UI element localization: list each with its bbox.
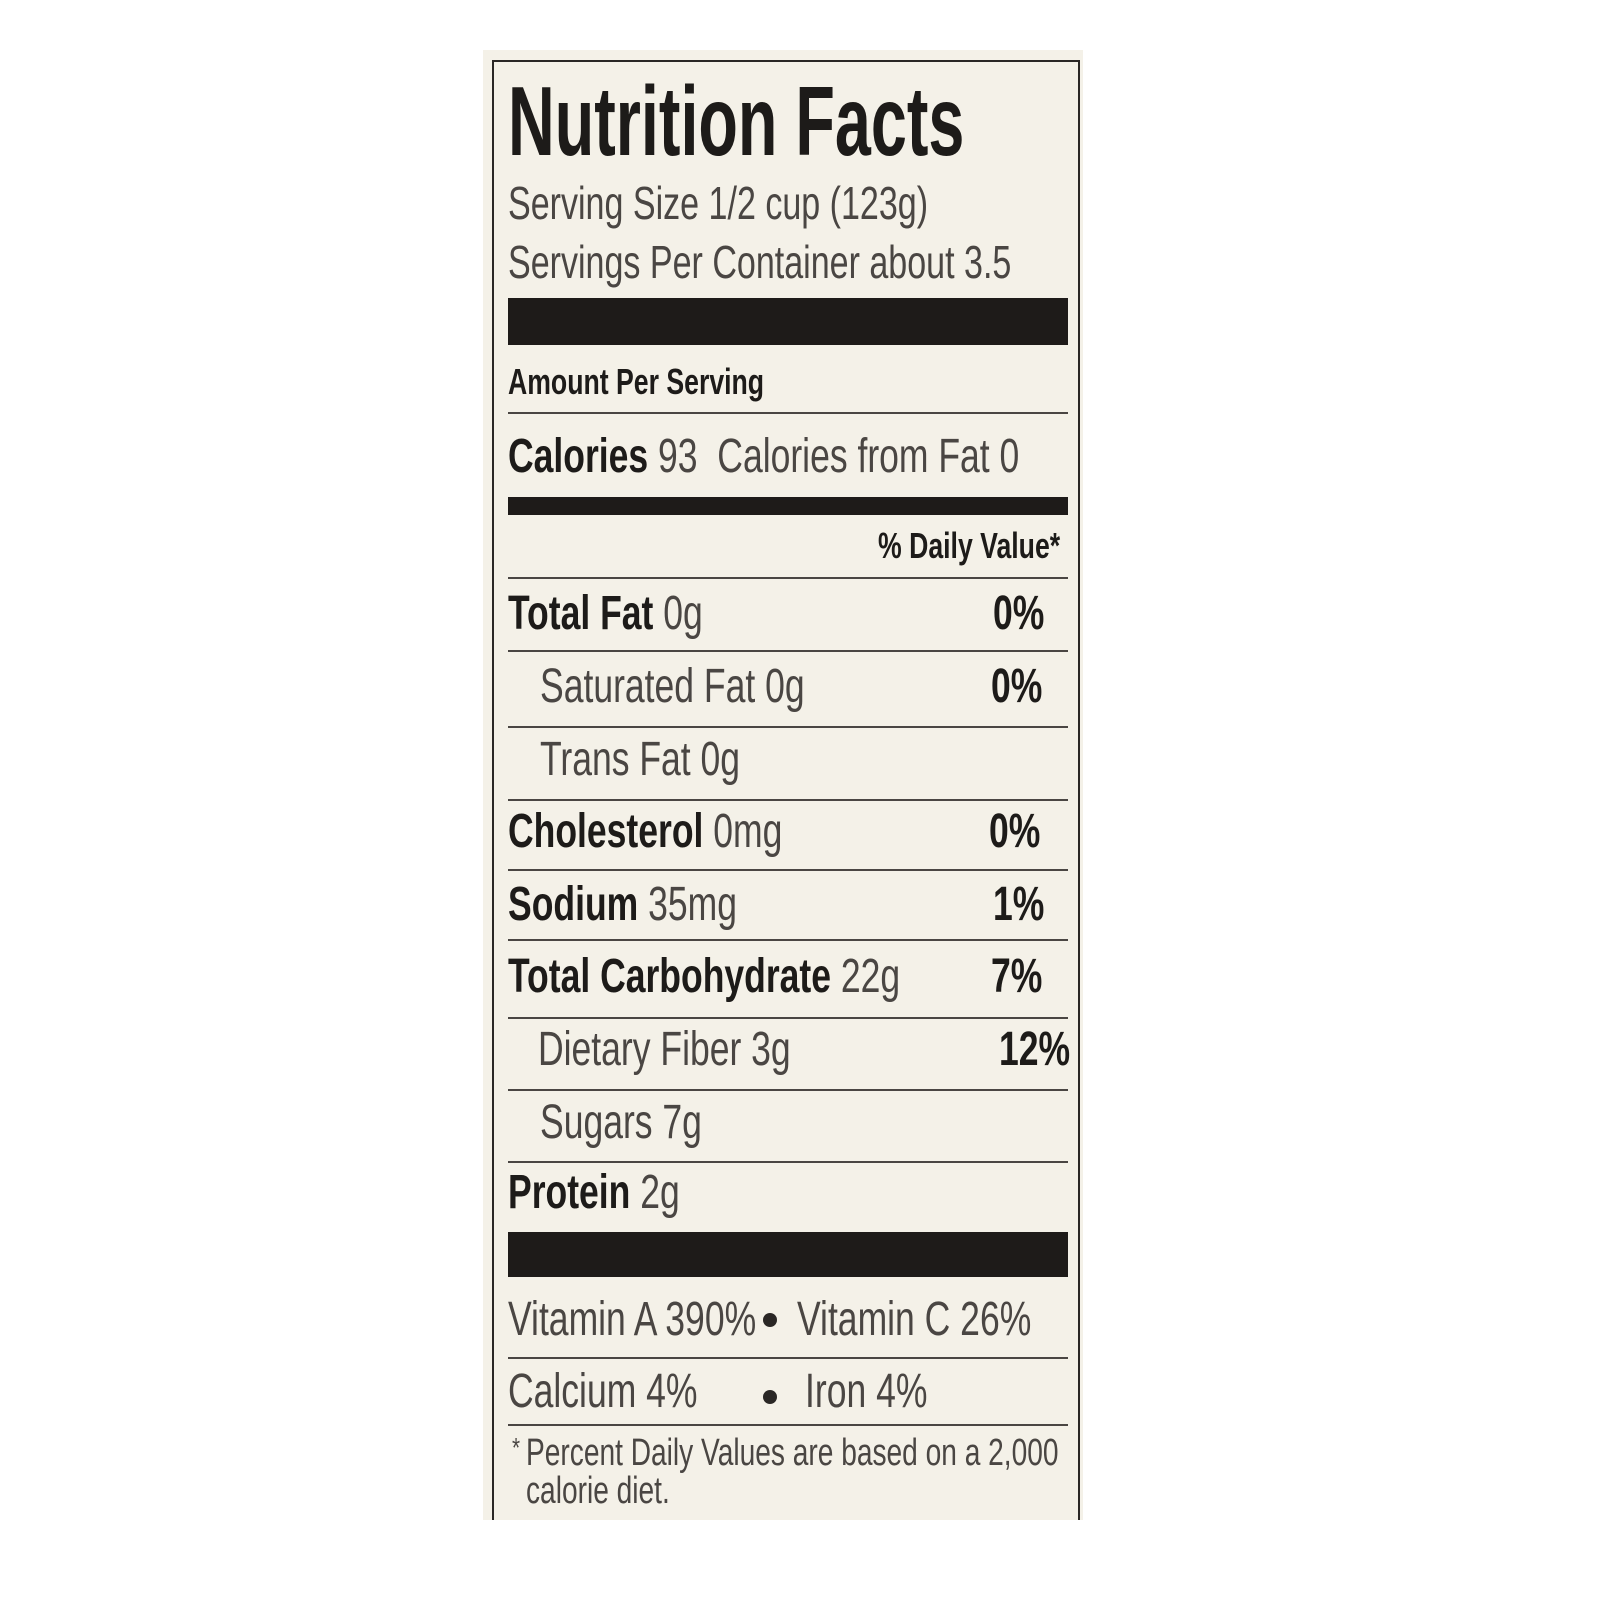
nutrient-name: Total Carbohydrate <box>508 950 832 1003</box>
vitamin: Calcium 4% <box>508 1365 698 1418</box>
rule <box>508 412 1068 414</box>
rule <box>508 869 1068 871</box>
rule <box>508 1161 1068 1163</box>
rule <box>508 799 1068 801</box>
nutrient-amount: 3g <box>751 1023 791 1076</box>
daily-value: 12% <box>998 1023 1070 1076</box>
serving-size: Serving Size 1/2 cup (123g) <box>508 177 929 229</box>
nutrient-amount: 0g <box>700 733 741 786</box>
daily-value: 7% <box>990 950 1042 1003</box>
dv-header: % Daily Value* <box>877 525 1060 566</box>
nutrient-name: Sugars <box>540 1096 653 1149</box>
calories-label: Calories <box>508 430 649 483</box>
nutrient-name: Trans Fat <box>540 733 691 786</box>
rule <box>508 939 1068 941</box>
bullet <box>763 1390 777 1404</box>
nutrient-amount: 7g <box>662 1096 702 1149</box>
daily-value: 0% <box>990 660 1042 713</box>
nutrient-amount: 0g <box>765 660 805 713</box>
nutrient-amount: 22g <box>840 950 901 1003</box>
title: Nutrition Facts <box>508 66 965 176</box>
rule <box>508 1089 1068 1091</box>
rule <box>508 1017 1068 1019</box>
daily-value: 1% <box>992 878 1044 931</box>
nutrient-amount: 0mg <box>713 805 783 858</box>
thick-rule <box>508 298 1068 345</box>
nutrient-amount: 0g <box>663 587 703 640</box>
footnote-mark: * <box>512 1432 521 1463</box>
footnote: Percent Daily Values are based on a 2,00… <box>526 1432 1059 1512</box>
nutrient-name: Cholesterol <box>508 805 704 858</box>
calories-from-fat: Calories from Fat 0 <box>717 430 1020 483</box>
daily-value: 0% <box>988 805 1040 858</box>
nutrient-name: Total Fat <box>508 587 654 640</box>
vitamin: Vitamin C 26% <box>797 1293 1032 1346</box>
vitamin: Iron 4% <box>805 1365 928 1418</box>
nutrient-name: Protein <box>508 1166 631 1219</box>
rule <box>508 1357 1068 1359</box>
calories-value: 93 <box>658 430 698 483</box>
thick-rule <box>508 1232 1068 1277</box>
amount-header: Amount Per Serving <box>508 361 765 402</box>
servings-per-container: Servings Per Container about 3.5 <box>508 236 1012 288</box>
thick-rule <box>508 497 1068 515</box>
nutrient-name: Dietary Fiber <box>538 1023 742 1076</box>
label-frame <box>492 60 1080 1520</box>
nutrient-amount: 35mg <box>648 878 737 931</box>
rule <box>508 726 1068 728</box>
rule <box>508 577 1068 579</box>
daily-value: 0% <box>992 587 1044 640</box>
bullet <box>763 1313 777 1327</box>
nutrient-name: Saturated Fat <box>540 660 756 713</box>
nutrient-name: Sodium <box>508 878 639 931</box>
rule <box>508 650 1068 652</box>
rule <box>508 1424 1068 1426</box>
vitamin: Vitamin A 390% <box>508 1293 757 1346</box>
nutrient-amount: 2g <box>640 1166 680 1219</box>
calories-line: Calories 93 Calories from Fat 0 <box>508 433 1019 481</box>
